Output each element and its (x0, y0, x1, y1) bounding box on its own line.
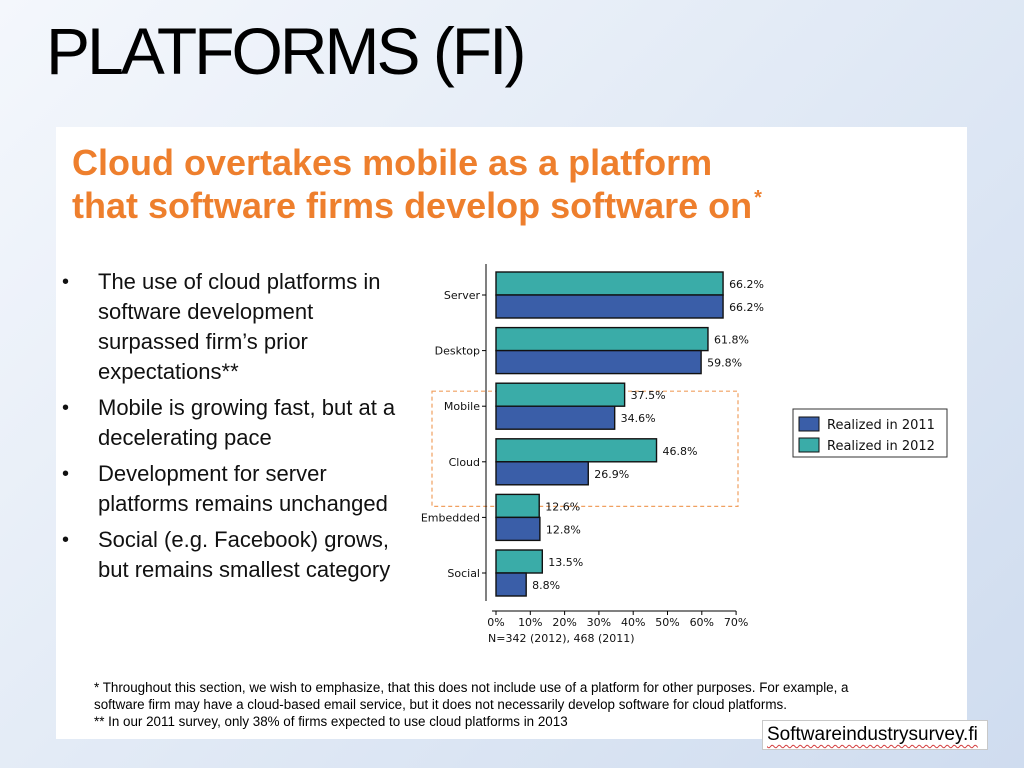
bar-value-label: 66.2% (729, 278, 764, 291)
bar-value-label: 8.8% (532, 579, 560, 592)
bullet-item: • The use of cloud platforms in software … (56, 267, 416, 387)
category-label-desktop: Desktop (435, 345, 480, 358)
headline: Cloud overtakes mobile as a platform tha… (72, 141, 952, 227)
bullet-text: Development for server platforms remains… (98, 461, 388, 516)
x-tick-label: 50% (655, 616, 679, 629)
bar-value-label: 26.9% (594, 468, 629, 481)
bar-value-label: 46.8% (663, 445, 698, 458)
bullet-item: • Mobile is growing fast, but at a decele… (56, 393, 416, 453)
bullet-text: Mobile is growing fast, but at a deceler… (98, 395, 396, 450)
bar-value-label: 61.8% (714, 334, 749, 347)
bar-social-2011 (495, 572, 527, 597)
x-tick-label: 10% (518, 616, 542, 629)
headline-line-1: Cloud overtakes mobile as a platform (72, 142, 713, 183)
headline-line-2-text: that software firms develop software on (72, 185, 753, 227)
bar-value-label: 13.5% (548, 556, 583, 569)
bullet-text: The use of cloud platforms in software d… (98, 269, 381, 384)
bar-value-label: 34.6% (621, 412, 656, 425)
x-tick-label: 40% (621, 616, 645, 629)
sample-size-note: N=342 (2012), 468 (2011) (488, 632, 635, 645)
headline-line-2: that software firms develop software on * (72, 184, 952, 227)
bar-embedded-2011 (495, 516, 541, 542)
x-tick-label: 70% (724, 616, 748, 629)
bullet-list: • The use of cloud platforms in software … (56, 267, 416, 591)
bullet-text: Social (e.g. Facebook) grows, but remain… (98, 527, 391, 582)
slide-title: PLATFORMS (FI) (46, 14, 526, 88)
bar-mobile-2012 (495, 382, 626, 407)
footnotes: * Throughout this section, we wish to em… (94, 679, 964, 730)
category-label-server: Server (444, 289, 481, 302)
category-label-embedded: Embedded (421, 511, 480, 524)
footnote-2: software firm may have a cloud-based ema… (94, 697, 787, 712)
footnote-3: ** In our 2011 survey, only 38% of firms… (94, 714, 568, 729)
website-link[interactable]: Softwareindustrysurvey.fi (762, 720, 988, 750)
bar-embedded-2012 (495, 493, 540, 519)
category-label-mobile: Mobile (444, 400, 480, 413)
category-label-cloud: Cloud (449, 456, 480, 469)
bullet-dot: • (62, 397, 70, 419)
bar-value-label: 59.8% (707, 357, 742, 370)
x-tick-label: 30% (587, 616, 611, 629)
bar-desktop-2012 (495, 326, 709, 352)
headline-footnote-mark: * (754, 187, 762, 210)
bar-cloud-2011 (495, 461, 589, 486)
highlight-box (431, 390, 739, 508)
bullet-dot: • (62, 271, 70, 293)
bullet-item: • Social (e.g. Facebook) grows, but remai… (56, 525, 416, 585)
bar-mobile-2011 (495, 405, 616, 430)
legend-swatch-2011 (798, 416, 820, 432)
x-tick-label: 60% (690, 616, 714, 629)
bar-social-2012 (495, 549, 544, 574)
legend-label: Realized in 2012 (827, 439, 935, 454)
bar-value-label: 12.6% (545, 500, 580, 513)
bar-cloud-2012 (495, 438, 658, 463)
bullet-dot: • (62, 463, 70, 485)
bar-value-label: 66.2% (729, 301, 764, 314)
x-tick-label: 20% (552, 616, 576, 629)
x-tick-label: 0% (487, 616, 504, 629)
category-label-social: Social (447, 567, 480, 580)
bar-value-label: 12.8% (546, 523, 581, 536)
bar-server-2011 (495, 294, 724, 319)
bar-chart: 66.2% 66.2% Server 61.8% 59.8% Desktop 37.5% 34… (56, 127, 967, 677)
content-panel: Cloud overtakes mobile as a platform tha… (56, 127, 967, 739)
legend-label: Realized in 2011 (827, 418, 935, 433)
bar-desktop-2011 (495, 349, 702, 375)
bar-chart-svg: 66.2% 66.2% Server 61.8% 59.8% Desktop 37.5% 34… (421, 264, 948, 645)
bullet-dot: • (62, 529, 70, 551)
bullet-item: • Development for server platforms remain… (56, 459, 416, 519)
footnote-1: * Throughout this section, we wish to em… (94, 680, 849, 695)
bar-value-label: 37.5% (631, 389, 666, 402)
legend-swatch-2012 (798, 437, 820, 453)
bar-server-2012 (495, 271, 724, 296)
